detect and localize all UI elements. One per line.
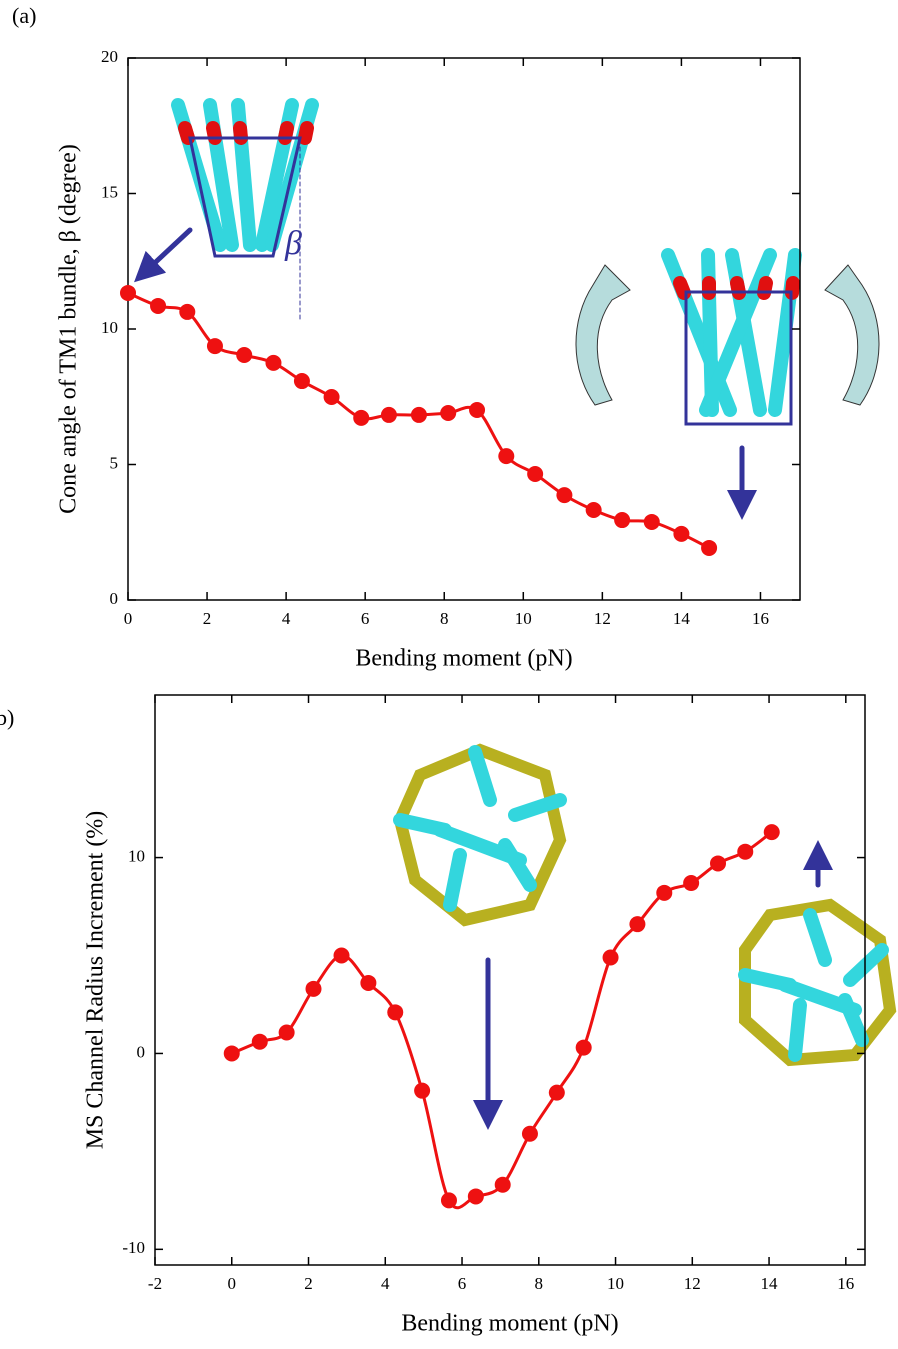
y-tick-label: 10	[101, 318, 118, 337]
data-point	[334, 948, 350, 964]
data-point	[586, 502, 602, 518]
annotation: β	[284, 225, 302, 262]
data-point	[265, 355, 281, 371]
data-point	[179, 304, 195, 320]
x-tick-label: 6	[458, 1274, 467, 1293]
data-point	[381, 407, 397, 423]
data-point	[710, 855, 726, 871]
data-point	[441, 1192, 457, 1208]
data-point	[737, 844, 753, 860]
y-tick-label: 5	[110, 453, 119, 472]
data-point	[522, 1126, 538, 1142]
data-point	[353, 410, 369, 426]
data-point	[324, 389, 340, 405]
x-tick-label: 14	[673, 609, 691, 628]
inset-closed	[576, 255, 879, 505]
data-point	[279, 1024, 295, 1040]
data-point	[150, 298, 166, 314]
data-point	[411, 407, 427, 423]
y-tick-label: 10	[128, 846, 145, 865]
x-tick-label: 2	[304, 1274, 313, 1293]
data-point	[556, 487, 572, 503]
data-point	[294, 373, 310, 389]
x-tick-label: 16	[837, 1274, 854, 1293]
data-point	[252, 1034, 268, 1050]
x-tick-label: 8	[535, 1274, 544, 1293]
data-point	[207, 338, 223, 354]
figure: 024681012141605101520Bending moment (pN)…	[0, 0, 898, 1349]
x-tick-label: 8	[440, 609, 449, 628]
data-point	[440, 405, 456, 421]
data-point	[701, 540, 717, 556]
data-point	[673, 526, 689, 542]
y-tick-label: 15	[101, 182, 118, 201]
x-tick-label: 0	[124, 609, 133, 628]
data-point	[656, 885, 672, 901]
data-point	[387, 1004, 403, 1020]
data-point	[683, 875, 699, 891]
x-tick-label: 12	[594, 609, 611, 628]
y-tick-label: 0	[137, 1042, 146, 1061]
inset-open-top	[400, 750, 560, 1115]
inset-cone	[145, 105, 312, 320]
data-point	[306, 981, 322, 997]
data-point	[764, 824, 780, 840]
y-axis-label: Cone angle of TM1 bundle, β (degree)	[56, 144, 82, 514]
data-point	[549, 1085, 565, 1101]
data-point	[498, 448, 514, 464]
y-axis-label: MS Channel Radius Increment (%)	[83, 811, 109, 1150]
y-tick-label: 0	[110, 589, 119, 608]
panel-label: b)	[0, 705, 14, 730]
data-point	[614, 512, 630, 528]
data-point	[629, 916, 645, 932]
data-point	[644, 514, 660, 530]
data-point	[527, 466, 543, 482]
x-tick-label: 2	[203, 609, 212, 628]
data-point	[414, 1083, 430, 1099]
data-point	[120, 285, 136, 301]
x-tick-label: 10	[607, 1274, 624, 1293]
panel-label: (a)	[12, 3, 36, 28]
x-tick-label: 12	[684, 1274, 701, 1293]
x-tick-label: 14	[761, 1274, 779, 1293]
data-point	[468, 1188, 484, 1204]
x-tick-label: 4	[381, 1274, 390, 1293]
data-point	[603, 949, 619, 965]
data-point	[576, 1040, 592, 1056]
inset-open-bottom	[745, 855, 890, 1060]
x-tick-label: 16	[752, 609, 769, 628]
x-axis-label: Bending moment (pN)	[401, 1311, 618, 1337]
data-point	[360, 975, 376, 991]
x-tick-label: 0	[228, 1274, 237, 1293]
data-point	[495, 1177, 511, 1193]
x-tick-label: 4	[282, 609, 291, 628]
data-point	[236, 347, 252, 363]
x-axis-label: Bending moment (pN)	[355, 646, 572, 672]
data-point	[469, 402, 485, 418]
y-tick-label: -10	[122, 1238, 145, 1257]
data-point	[224, 1045, 240, 1061]
x-tick-label: -2	[148, 1274, 162, 1293]
y-tick-label: 20	[101, 47, 118, 66]
x-tick-label: 10	[515, 609, 532, 628]
x-tick-label: 6	[361, 609, 370, 628]
